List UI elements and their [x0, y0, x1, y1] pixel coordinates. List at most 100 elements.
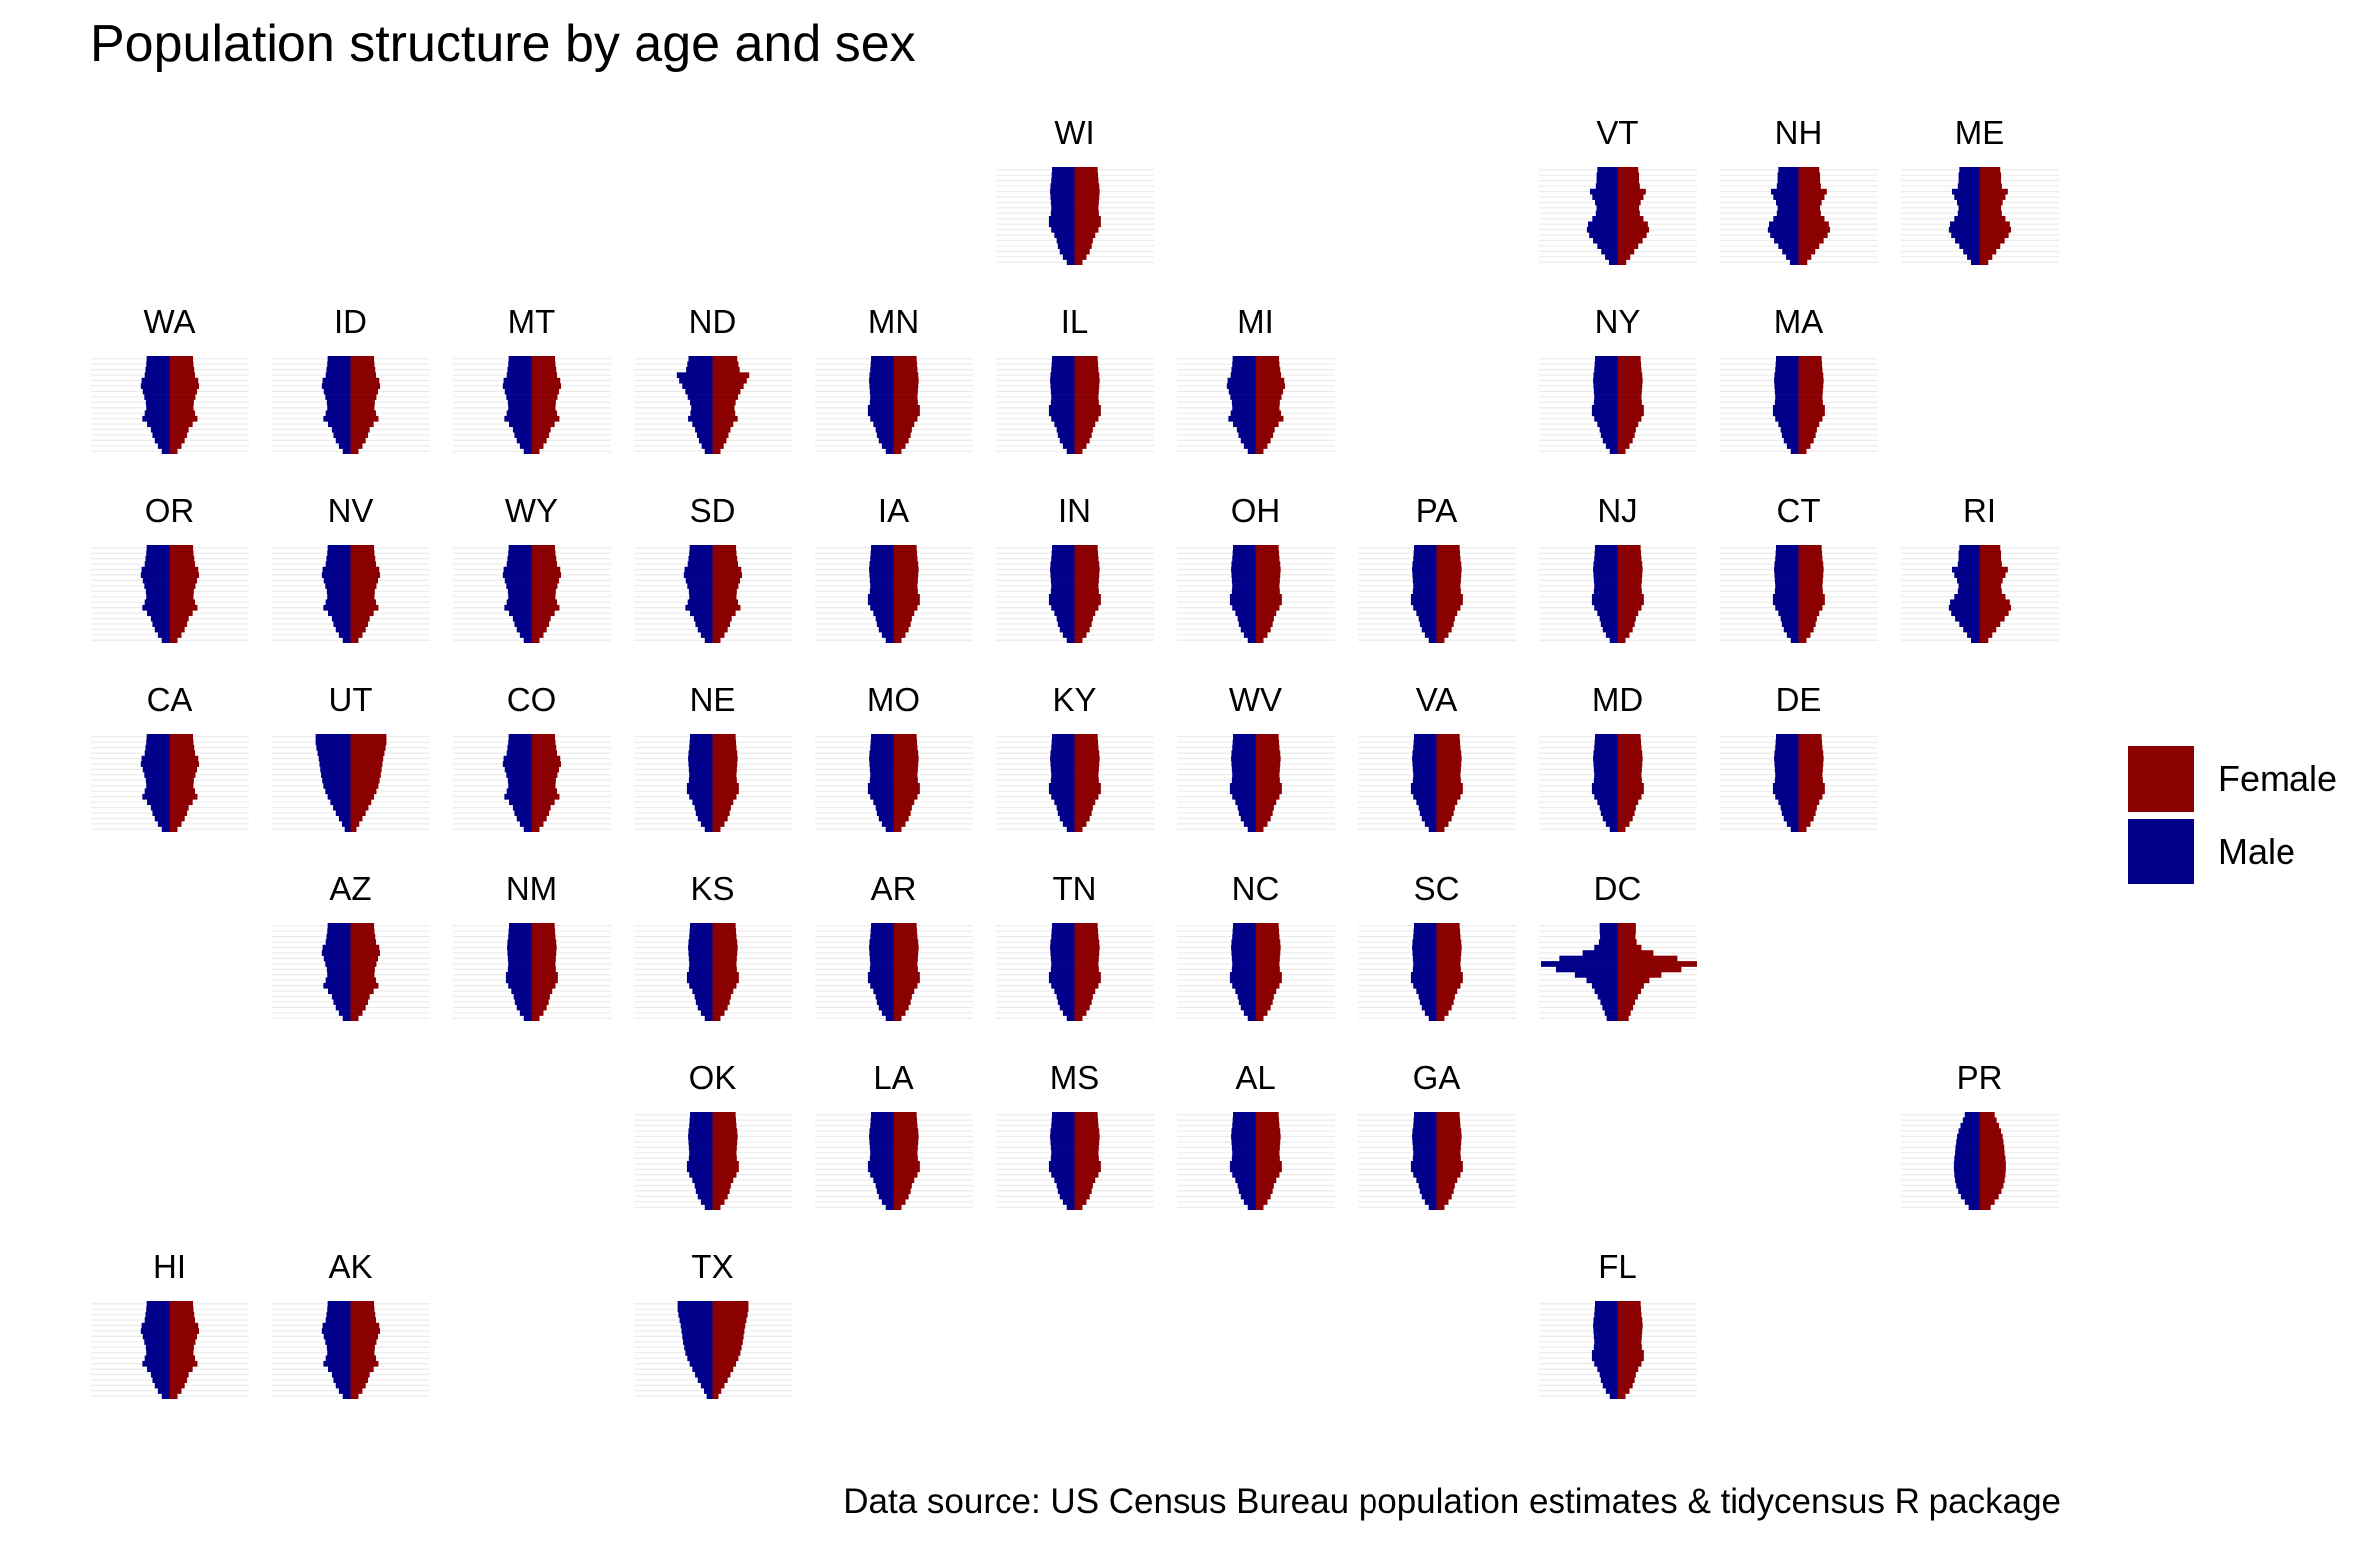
bar-female	[531, 637, 540, 643]
bar-female	[1074, 1128, 1100, 1135]
bar-female	[169, 810, 188, 816]
bar-male	[504, 604, 532, 611]
bar-female	[712, 1015, 721, 1021]
bar-male	[881, 443, 894, 449]
pyramid-il	[996, 356, 1154, 454]
bar-male	[505, 977, 532, 984]
bar-female	[893, 944, 919, 951]
bar-female	[1798, 183, 1821, 190]
bar-male	[1054, 988, 1075, 995]
bar-female	[712, 545, 737, 551]
bar-male	[870, 583, 894, 589]
bar-male	[150, 426, 170, 433]
bar-male	[692, 799, 713, 806]
bar-male	[1968, 1204, 1980, 1210]
bar-female	[350, 437, 366, 444]
bar-female	[1798, 750, 1824, 757]
bar-male	[1050, 188, 1075, 195]
bar-female	[1979, 615, 2005, 622]
bar-female	[893, 977, 920, 984]
bar-male	[881, 1010, 894, 1016]
pyramid-mn	[815, 356, 973, 454]
bar-male	[870, 933, 894, 940]
bar-male	[1970, 259, 1980, 265]
bar-male	[697, 1193, 713, 1200]
bar-female	[1074, 194, 1100, 200]
bar-male	[142, 604, 170, 611]
bar-female	[1798, 577, 1823, 584]
bar-male	[1596, 172, 1618, 179]
bar-male	[519, 632, 532, 638]
bar-male	[1594, 744, 1618, 751]
bar-female	[350, 621, 369, 627]
bar-male	[1051, 555, 1075, 562]
bar-male	[514, 621, 532, 627]
pyramid-de	[1720, 734, 1878, 832]
bar-male	[701, 443, 713, 449]
bar-male	[1600, 432, 1618, 438]
bar-female	[712, 821, 725, 827]
bar-male	[1777, 177, 1799, 184]
bar-male	[1232, 583, 1256, 589]
pyramid-ma	[1720, 356, 1878, 454]
bar-female	[712, 955, 737, 962]
bar-female	[893, 555, 918, 562]
bar-female	[1617, 183, 1640, 190]
bar-male	[140, 761, 170, 767]
bar-male	[146, 356, 170, 362]
bar-female	[893, 923, 917, 929]
bar-male	[1237, 615, 1256, 622]
chart-title: Population structure by age and sex	[91, 15, 916, 73]
bar-male	[1602, 1004, 1618, 1011]
bar-male	[695, 1188, 713, 1194]
bar-female	[712, 1010, 725, 1016]
bar-male	[1237, 1182, 1256, 1189]
bar-male	[1228, 415, 1256, 422]
bar-male	[338, 1388, 351, 1394]
bar-female	[350, 555, 376, 562]
bar-female	[712, 1393, 719, 1399]
bar-female	[893, 566, 919, 573]
bar-male	[704, 448, 713, 454]
bar-male	[1050, 761, 1075, 767]
bar-male	[1416, 1177, 1437, 1184]
bar-male	[689, 1117, 713, 1124]
bar-male	[325, 961, 351, 967]
bar-male	[691, 405, 713, 411]
panel-label-mt: MT	[507, 303, 556, 340]
bar-male	[692, 1177, 713, 1184]
bar-male	[704, 826, 713, 832]
bar-male	[690, 410, 713, 417]
bar-male	[145, 555, 170, 562]
bar-female	[1979, 232, 2009, 239]
bar-female	[350, 610, 374, 617]
bar-male	[1048, 1161, 1075, 1167]
bar-male	[1413, 961, 1437, 967]
bar-male	[1048, 221, 1075, 228]
bar-female	[1436, 826, 1445, 832]
bar-female	[1617, 626, 1633, 633]
legend-item-female: Female	[2128, 746, 2367, 812]
bar-female	[893, 739, 918, 746]
bar-male	[688, 1139, 713, 1145]
bar-male	[327, 405, 351, 411]
bar-male	[689, 982, 713, 989]
bar-female	[1255, 1117, 1280, 1124]
bar-female	[893, 1177, 915, 1184]
bar-female	[1979, 626, 1997, 633]
bar-female	[712, 621, 731, 627]
bar-female	[1074, 821, 1087, 827]
bar-female	[1436, 566, 1462, 573]
bar-male	[695, 1371, 713, 1378]
bar-female	[169, 388, 198, 395]
bar-male	[700, 821, 713, 827]
bar-male	[1594, 944, 1618, 951]
bar-female	[1436, 1171, 1461, 1178]
bar-female	[1617, 739, 1642, 746]
bar-female	[712, 734, 736, 740]
bar-female	[1436, 815, 1452, 822]
bar-female	[1436, 555, 1461, 562]
bar-male	[1778, 167, 1799, 173]
bar-female	[350, 637, 359, 643]
bar-male	[1421, 626, 1437, 633]
